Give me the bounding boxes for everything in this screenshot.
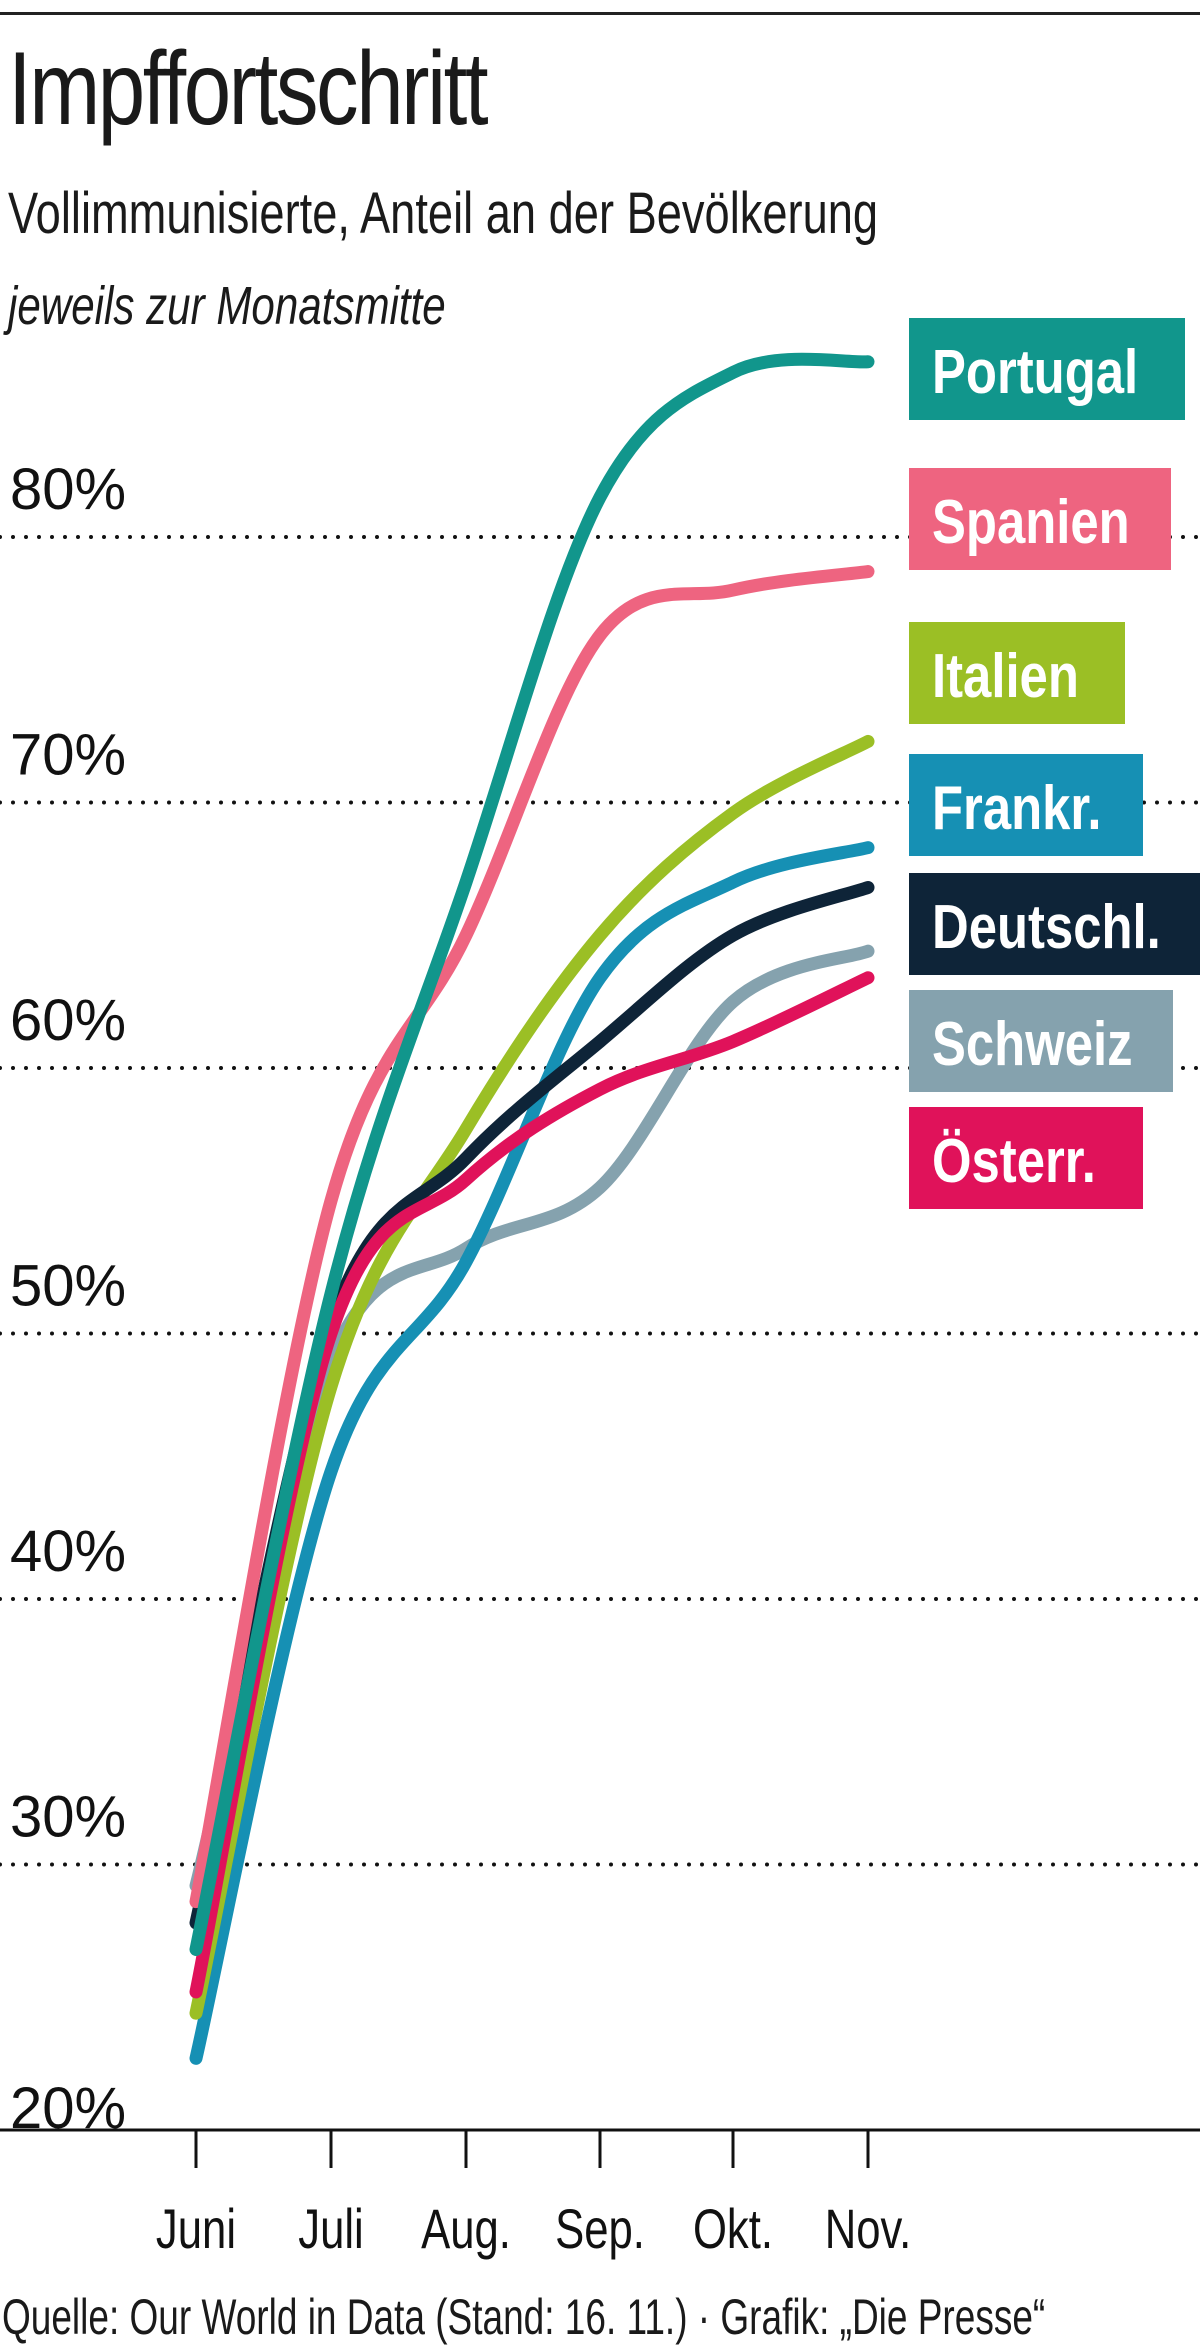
chart-title: Impffortschritt	[8, 31, 489, 147]
series-line-spanien	[189, 565, 875, 1909]
legend-label: Portugal	[932, 338, 1138, 407]
chart-subtitle: Vollimmunisierte, Anteil an der Bevölker…	[8, 181, 879, 246]
y-tick-label: 40%	[10, 1519, 126, 1584]
legend-label-box	[909, 990, 1173, 1092]
legend-label: Deutschl.	[932, 893, 1161, 962]
x-tick-label: Juli	[298, 2198, 364, 2260]
series-line-österr	[189, 971, 875, 1999]
y-tick-label: 30%	[10, 1785, 126, 1850]
y-tick-label: 60%	[10, 988, 126, 1053]
legend-label: Italien	[932, 642, 1079, 711]
legend-label-box	[909, 873, 1200, 975]
series-line-italien	[189, 734, 875, 2020]
x-tick-label: Aug.	[421, 2198, 511, 2260]
y-tick-label: 70%	[10, 723, 126, 788]
legend-label-box	[909, 622, 1125, 724]
x-tick-label: Okt.	[693, 2198, 773, 2260]
series-line-portugal	[189, 352, 875, 1956]
x-tick-label: Nov.	[825, 2198, 912, 2260]
y-tick-label: 50%	[10, 1254, 126, 1319]
y-tick-label: 80%	[10, 457, 126, 522]
legend-label-box	[909, 318, 1185, 420]
top-rule	[0, 12, 1200, 15]
legend-label: Österr.	[932, 1127, 1096, 1196]
legend-label-box	[909, 1107, 1143, 1209]
chart-note: jeweils zur Monatsmitte	[8, 276, 446, 336]
source-note: Quelle: Our World in Data (Stand: 16. 11…	[2, 2289, 1046, 2345]
legend-label-box	[909, 754, 1143, 856]
x-tick-label: Sep.	[555, 2198, 645, 2260]
legend-label: Spanien	[932, 488, 1130, 557]
legend-label: Frankr.	[932, 774, 1102, 843]
series-line-frankr	[189, 841, 875, 2065]
x-tick-label: Juni	[156, 2198, 236, 2260]
legend-label: Schweiz	[932, 1010, 1133, 1079]
series-line-deutschl	[189, 880, 875, 1930]
legend-label-box	[909, 468, 1171, 570]
